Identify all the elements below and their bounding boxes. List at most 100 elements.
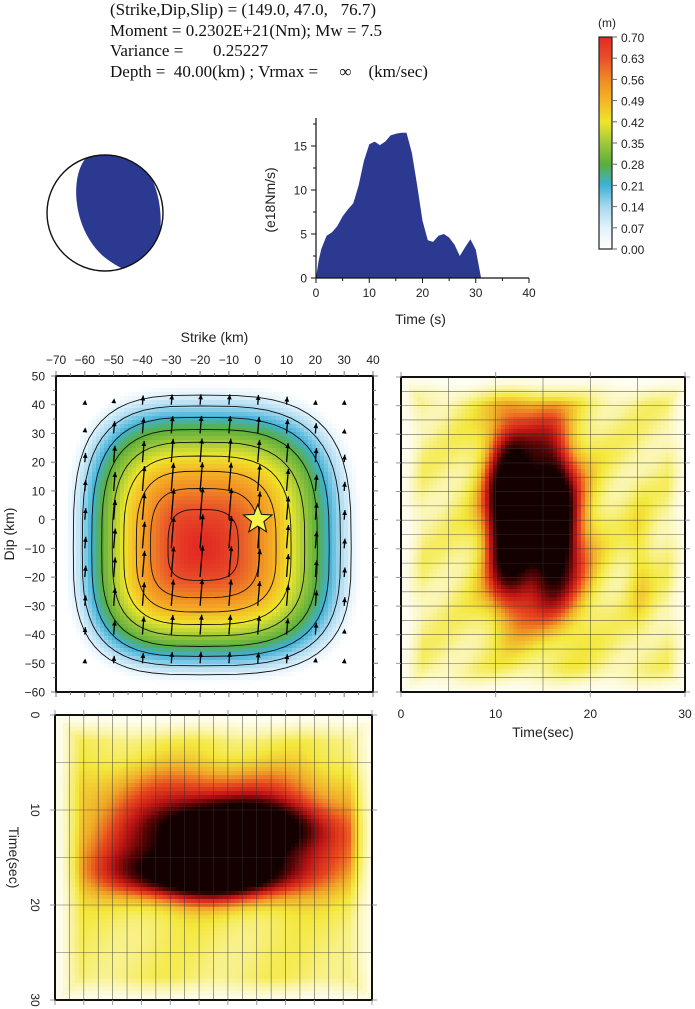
- slip-cell: [308, 612, 313, 617]
- slip-cell: [260, 428, 265, 433]
- slip-cell: [276, 592, 281, 597]
- slip-cell: [356, 528, 361, 533]
- slip-cell: [208, 408, 213, 413]
- slip-cell: [352, 604, 357, 609]
- slip-cell: [240, 488, 245, 493]
- slip-cell: [160, 444, 165, 449]
- slip-cell: [264, 556, 269, 561]
- slip-cell: [208, 532, 213, 537]
- slip-cell: [144, 428, 149, 433]
- slip-cell: [276, 408, 281, 413]
- slip-cell: [312, 476, 317, 481]
- slip-cell: [148, 660, 153, 665]
- slip-cell: [288, 588, 293, 593]
- slip-cell: [240, 472, 245, 477]
- slip-cell: [244, 608, 249, 613]
- slip-cell: [292, 572, 297, 577]
- slip-cell: [92, 608, 97, 613]
- slip-cell: [104, 512, 109, 517]
- slip-cell: [228, 648, 233, 653]
- slip-cell: [72, 564, 77, 569]
- slip-cell: [320, 596, 325, 601]
- slip-cell: [192, 532, 197, 537]
- slip-cell: [328, 508, 333, 513]
- slip-cell: [224, 476, 229, 481]
- slip-cell: [268, 668, 273, 673]
- slip-cell: [208, 516, 213, 521]
- slip-cell: [148, 416, 153, 421]
- slip-cell: [216, 472, 221, 477]
- slip-cell: [184, 652, 189, 657]
- slip-cell: [284, 568, 289, 573]
- variance-text: Variance = 0.25227: [110, 41, 269, 60]
- slip-cell: [356, 516, 361, 521]
- slip-cell: [68, 476, 73, 481]
- slip-cell: [196, 504, 201, 509]
- slip-cell: [100, 596, 105, 601]
- slip-cell: [308, 564, 313, 569]
- slip-cell: [208, 396, 213, 401]
- slip-cell: [144, 600, 149, 605]
- slip-cell: [160, 628, 165, 633]
- slip-cell: [144, 444, 149, 449]
- slip-cell: [104, 440, 109, 445]
- slip-cell: [88, 544, 93, 549]
- slip-cell: [260, 576, 265, 581]
- slip-cell: [252, 624, 257, 629]
- slip-cell: [100, 628, 105, 633]
- slip-cell: [244, 476, 249, 481]
- slip-cell: [92, 524, 97, 529]
- slip-cell: [276, 484, 281, 489]
- slip-cell: [204, 628, 209, 633]
- slip-cell: [252, 592, 257, 597]
- slip-cell: [108, 644, 113, 649]
- slip-cell: [356, 600, 361, 605]
- slip-cell: [124, 496, 129, 501]
- slip-cell: [308, 532, 313, 537]
- slip-cell: [236, 564, 241, 569]
- slip-cell: [304, 592, 309, 597]
- slip-cell: [208, 400, 213, 405]
- slip-cell: [144, 568, 149, 573]
- slip-cell: [288, 436, 293, 441]
- slip-cell: [240, 484, 245, 489]
- slip-cell: [224, 468, 229, 473]
- slip-cell: [212, 456, 217, 461]
- slip-cell: [124, 600, 129, 605]
- slip-cell: [172, 660, 177, 665]
- slip-cell: [316, 660, 321, 665]
- slip-cell: [232, 436, 237, 441]
- slip-cell: [120, 644, 125, 649]
- slip-cell: [164, 436, 169, 441]
- slip-cell: [192, 400, 197, 405]
- slip-cell: [304, 556, 309, 561]
- slip-cell: [228, 388, 233, 393]
- slip-cell: [192, 592, 197, 597]
- slip-cell: [220, 480, 225, 485]
- slip-cell: [236, 424, 241, 429]
- slip-cell: [240, 516, 245, 521]
- slip-cell: [288, 496, 293, 501]
- slip-cell: [248, 428, 253, 433]
- slip-cell: [272, 620, 277, 625]
- slip-cell: [120, 416, 125, 421]
- slip-cell: [128, 468, 133, 473]
- slip-cell: [124, 604, 129, 609]
- slip-cell: [160, 428, 165, 433]
- slip-cell: [104, 652, 109, 657]
- slip-cell: [76, 560, 81, 565]
- slip-cell: [152, 500, 157, 505]
- slip-cell: [192, 396, 197, 401]
- slip-cell: [352, 560, 357, 565]
- slip-cell: [168, 412, 173, 417]
- slip-cell: [260, 452, 265, 457]
- slip-cell: [292, 608, 297, 613]
- slip-cell: [136, 672, 141, 677]
- slip-cell: [104, 552, 109, 557]
- slip-cell: [240, 592, 245, 597]
- slip-cell: [336, 536, 341, 541]
- slip-cell: [308, 508, 313, 513]
- slip-cell: [264, 488, 269, 493]
- slip-cell: [120, 664, 125, 669]
- slip-cell: [160, 536, 165, 541]
